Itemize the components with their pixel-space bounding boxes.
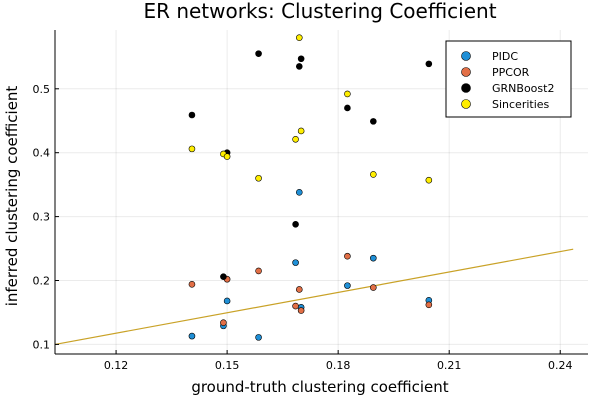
data-points bbox=[188, 34, 433, 341]
sincerities-point bbox=[344, 90, 351, 98]
grnboost2-point bbox=[425, 60, 433, 68]
y-tick-label: 0.4 bbox=[33, 147, 51, 160]
y-tick-label: 0.3 bbox=[33, 211, 51, 224]
x-tick-label: 0.24 bbox=[548, 359, 573, 372]
sincerities-point bbox=[292, 135, 299, 143]
x-tick-label: 0.18 bbox=[326, 359, 351, 372]
grnboost2-point bbox=[297, 55, 305, 63]
legend-marker-grnboost2 bbox=[461, 83, 471, 93]
pidc-point bbox=[344, 282, 351, 289]
x-tick-label: 0.12 bbox=[104, 359, 129, 372]
grnboost2-point bbox=[188, 111, 196, 119]
y-tick-labels: 0.1 0.2 0.3 0.4 0.5 bbox=[33, 83, 51, 352]
ppcor-point bbox=[188, 281, 196, 288]
legend-items: PIDC PPCOR GRNBoost2 Sincerities bbox=[461, 50, 554, 111]
ppcor-point bbox=[425, 301, 433, 309]
reference-line-layer bbox=[54, 248, 574, 346]
pidc-point bbox=[223, 297, 231, 305]
legend-marker-ppcor bbox=[461, 67, 471, 77]
ppcor-point bbox=[220, 319, 227, 326]
y-tick-label: 0.1 bbox=[33, 338, 51, 351]
axes bbox=[54, 30, 588, 355]
ppcor-point bbox=[255, 267, 262, 275]
x-axis-title: ground-truth clustering coefficient bbox=[191, 378, 448, 396]
ppcor-point bbox=[370, 284, 377, 291]
grnboost2-point bbox=[292, 220, 299, 228]
sincerities-point bbox=[295, 34, 303, 41]
sincerities-point bbox=[370, 171, 377, 178]
legend-label-sincerities: Sincerities bbox=[492, 98, 550, 111]
reference-line bbox=[54, 248, 574, 346]
grnboost2-point bbox=[295, 63, 303, 70]
pidc-point bbox=[292, 259, 299, 266]
y-axis-title: inferred clustering coefficient bbox=[3, 86, 21, 307]
legend-label-grnboost2: GRNBoost2 bbox=[492, 82, 554, 95]
ppcor-point bbox=[295, 286, 303, 293]
sincerities-point bbox=[425, 176, 433, 184]
sincerities-point bbox=[223, 153, 231, 160]
pidc-point bbox=[188, 332, 196, 340]
grnboost2-point bbox=[370, 118, 377, 125]
legend-marker-sincerities bbox=[461, 99, 471, 109]
ppcor-point bbox=[297, 307, 305, 314]
pidc-point bbox=[255, 334, 262, 341]
legend-label-ppcor: PPCOR bbox=[492, 66, 530, 79]
pidc-point bbox=[370, 254, 377, 262]
sincerities-point bbox=[297, 127, 305, 135]
chart-title: ER networks: Clustering Coefficient bbox=[143, 0, 496, 23]
pidc-point bbox=[295, 189, 303, 196]
grnboost2-point bbox=[344, 104, 351, 112]
y-tick-label: 0.2 bbox=[33, 275, 51, 288]
legend-marker-pidc bbox=[461, 51, 471, 61]
sincerities-point bbox=[255, 174, 262, 182]
ppcor-point bbox=[344, 252, 351, 260]
x-tick-label: 0.21 bbox=[437, 359, 462, 372]
grnboost2-point bbox=[220, 273, 227, 280]
x-tick-label: 0.15 bbox=[215, 359, 240, 372]
legend-label-pidc: PIDC bbox=[492, 50, 518, 63]
sincerities-point bbox=[188, 145, 196, 153]
y-tick-label: 0.5 bbox=[33, 83, 51, 96]
x-tick-labels: 0.12 0.15 0.18 0.21 0.24 bbox=[104, 359, 573, 372]
legend: PIDC PPCOR GRNBoost2 Sincerities bbox=[445, 40, 572, 118]
ppcor-point bbox=[292, 302, 299, 310]
grnboost2-point bbox=[255, 50, 262, 57]
